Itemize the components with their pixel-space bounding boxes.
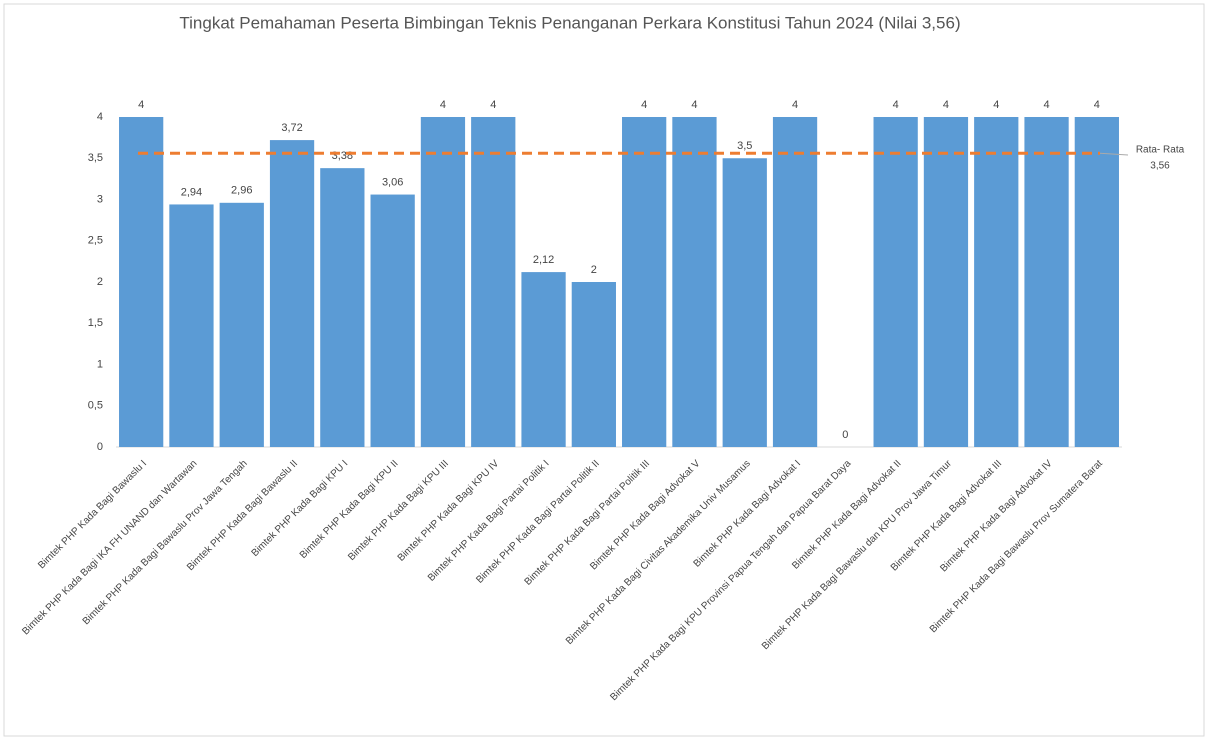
y-tick-label: 4 [97, 111, 103, 123]
bar [672, 117, 717, 447]
data-label: 3,06 [382, 176, 403, 188]
data-label: 3,72 [281, 122, 302, 134]
bar [1074, 117, 1119, 447]
data-label: 4 [792, 99, 798, 111]
data-label: 0 [842, 429, 848, 441]
bar [974, 117, 1019, 447]
bar [471, 117, 516, 447]
bar [722, 158, 767, 447]
bar [370, 194, 415, 447]
bar [571, 282, 616, 447]
y-tick-label: 3 [97, 193, 103, 205]
bar [772, 117, 818, 447]
data-label: 4 [440, 99, 446, 111]
data-label: 2,12 [533, 254, 554, 266]
y-tick-label: 1,5 [88, 317, 103, 329]
average-name: Rata- Rata [1136, 145, 1185, 156]
bar [219, 202, 264, 447]
bar [169, 204, 214, 447]
leader-line [1099, 152, 1129, 156]
y-tick-label: 0 [97, 441, 103, 453]
bar [923, 117, 969, 447]
data-label: 4 [893, 99, 899, 111]
data-label: 2 [591, 264, 597, 276]
y-tick-label: 2,5 [88, 235, 103, 247]
data-label: 4 [993, 99, 999, 111]
data-label: 4 [1043, 99, 1049, 111]
bar [873, 117, 918, 447]
bar [622, 117, 667, 447]
bar [320, 168, 365, 447]
y-tick-label: 2 [97, 276, 103, 288]
data-label: 4 [138, 99, 144, 111]
bar [119, 117, 164, 447]
data-label: 4 [490, 99, 496, 111]
data-label: 4 [691, 99, 697, 111]
y-tick-label: 3,5 [88, 152, 103, 164]
bar [521, 272, 566, 447]
bar [1024, 117, 1069, 447]
bar [420, 117, 466, 447]
y-tick-label: 0,5 [88, 400, 103, 412]
bar [269, 140, 315, 447]
chart-title: Tingkat Pemahaman Peserta Bimbingan Tekn… [179, 13, 960, 32]
data-label: 4 [943, 99, 949, 111]
data-label: 4 [641, 99, 647, 111]
data-label: 2,96 [231, 185, 252, 197]
data-label: 2,94 [181, 186, 202, 198]
y-tick-label: 1 [97, 358, 103, 370]
data-label: 4 [1094, 99, 1100, 111]
average-label: 3,56 [1150, 161, 1170, 172]
data-label: 3,5 [737, 140, 752, 152]
